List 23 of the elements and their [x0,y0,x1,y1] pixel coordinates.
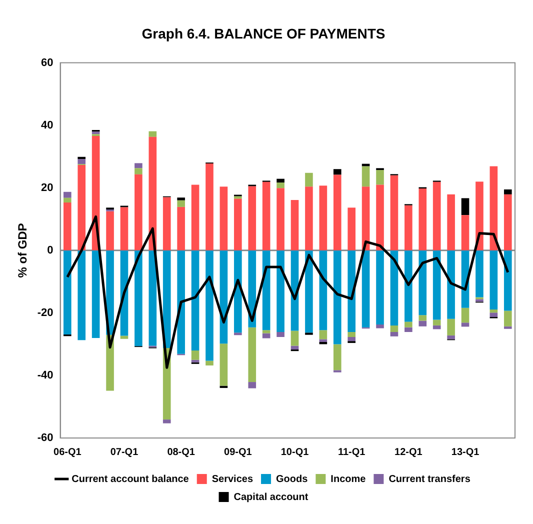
y-tick-label: 60 [41,56,54,69]
legend-label: Current account balance [72,474,190,485]
y-tick-label: -20 [37,306,54,319]
y-axis-title: % of GDP [16,223,30,278]
y-tick-label: 40 [41,119,54,132]
legend-label: Income [330,474,366,485]
y-tick-label: -40 [37,370,54,382]
x-tick-label: 08-Q1 [167,446,196,458]
legend-label: Goods [276,474,308,485]
y-tick-label: 20 [41,182,54,194]
y-tick-label: -60 [37,432,54,444]
legend-label: Capital account [234,492,309,503]
x-tick-label: 11-Q1 [338,446,366,458]
chart-title: Graph 6.4. BALANCE OF PAYMENTS [142,25,386,42]
y-tick-label: 0 [47,244,54,256]
x-tick-label: 06-Q1 [54,446,82,458]
x-tick-label: 07-Q1 [110,446,139,458]
x-tick-label: 09-Q1 [224,446,252,458]
x-tick-label: 12-Q1 [394,446,423,458]
legend-label: Services [212,474,254,485]
x-tick-label: 13-Q1 [451,446,480,458]
legend-label: Current transfers [388,474,471,485]
x-tick-label: 10-Q1 [280,446,310,458]
